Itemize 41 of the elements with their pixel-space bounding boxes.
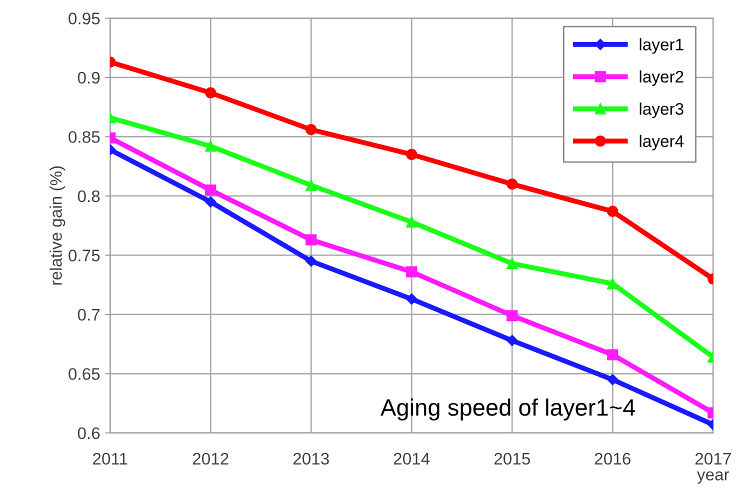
point (306, 180, 317, 191)
point (205, 184, 216, 196)
point (607, 349, 618, 360)
point (306, 234, 317, 246)
point (406, 293, 418, 305)
y-tick-label: 0.75 (68, 250, 100, 262)
x-tick-label: 2012 (192, 452, 228, 465)
y-tick-label: 0.8 (78, 190, 100, 202)
legend-label: layer4 (640, 134, 684, 150)
point (306, 256, 317, 267)
y-tick-label: 0.95 (68, 12, 100, 24)
y-tick-label: 0.85 (68, 131, 100, 143)
point (306, 124, 317, 136)
point (205, 196, 216, 208)
point (506, 334, 518, 346)
point (406, 266, 418, 278)
legend-label: layer1 (640, 38, 684, 54)
x-tick-label: 2016 (594, 452, 630, 465)
x-tick-label: 2017 (695, 452, 731, 465)
point (406, 148, 418, 160)
x-tick-label: 2011 (93, 452, 128, 465)
point (406, 216, 418, 228)
point (607, 374, 618, 386)
x-tick-label: 2015 (494, 452, 530, 465)
x-axis-title: year (696, 471, 730, 484)
point (506, 258, 518, 270)
point (205, 87, 216, 98)
annotation: Aging speed of layer1~4 (380, 398, 636, 421)
point (506, 310, 518, 322)
point (506, 178, 518, 190)
x-tick-label: 2013 (293, 452, 329, 465)
y-tick-label: 0.9 (78, 72, 100, 84)
y-axis-title: relative gain (%) (50, 166, 66, 285)
y-tick-label: 0.7 (78, 308, 100, 321)
legend-label: layer3 (640, 102, 684, 118)
y-tick-label: 0.6 (78, 427, 100, 440)
point (607, 206, 618, 217)
x-tick-label: 2014 (394, 452, 430, 465)
y-tick-label: 0.65 (68, 368, 100, 380)
legend-label: layer2 (640, 70, 684, 86)
point (205, 140, 216, 152)
